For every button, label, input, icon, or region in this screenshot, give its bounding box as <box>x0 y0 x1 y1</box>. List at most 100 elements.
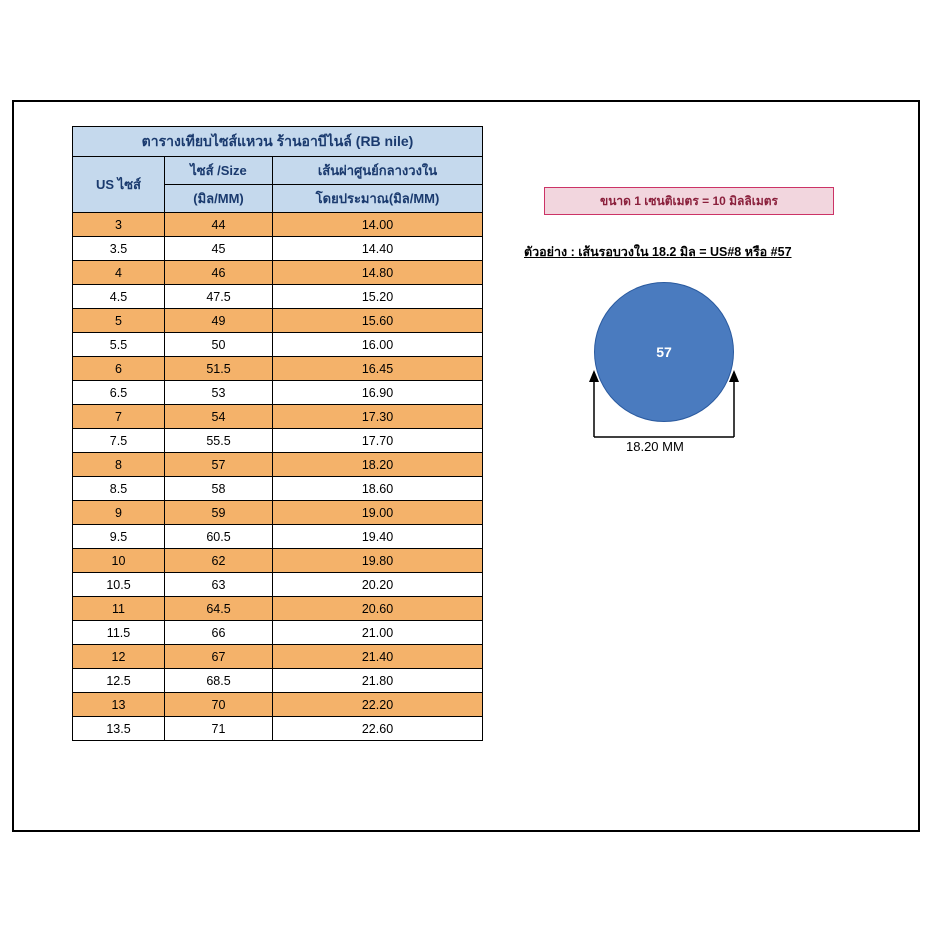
table-row: 54915.60 <box>73 309 483 333</box>
table-cell-us: 11 <box>73 597 165 621</box>
table-cell-diam: 17.70 <box>273 429 483 453</box>
table-cell-diam: 22.20 <box>273 693 483 717</box>
table-cell-size: 68.5 <box>165 669 273 693</box>
table-cell-us: 6.5 <box>73 381 165 405</box>
table-cell-size: 58 <box>165 477 273 501</box>
table-cell-us: 9 <box>73 501 165 525</box>
table-row: 85718.20 <box>73 453 483 477</box>
table-cell-diam: 14.80 <box>273 261 483 285</box>
content-wrap: ตารางเทียบไซส์แหวน ร้านอาบีไนล์ (RB nile… <box>14 102 918 830</box>
table-row: 6.55316.90 <box>73 381 483 405</box>
table-row: 10.56320.20 <box>73 573 483 597</box>
table-cell-size: 54 <box>165 405 273 429</box>
table-row: 44614.80 <box>73 261 483 285</box>
col-header-size-bot: (มิล/MM) <box>165 185 273 213</box>
table-cell-diam: 19.40 <box>273 525 483 549</box>
table-row: 75417.30 <box>73 405 483 429</box>
table-cell-us: 9.5 <box>73 525 165 549</box>
table-cell-diam: 22.60 <box>273 717 483 741</box>
table-cell-us: 4.5 <box>73 285 165 309</box>
table-row: 11.56621.00 <box>73 621 483 645</box>
table-cell-us: 12 <box>73 645 165 669</box>
ring-size-table: ตารางเทียบไซส์แหวน ร้านอาบีไนล์ (RB nile… <box>72 126 483 741</box>
table-row: 651.516.45 <box>73 357 483 381</box>
table-cell-diam: 21.40 <box>273 645 483 669</box>
table-cell-us: 8 <box>73 453 165 477</box>
table-cell-diam: 21.80 <box>273 669 483 693</box>
table-cell-diam: 17.30 <box>273 405 483 429</box>
dimension-label: 18.20 MM <box>626 439 684 454</box>
table-cell-size: 53 <box>165 381 273 405</box>
col-header-diam-bot: โดยประมาณ(มิล/MM) <box>273 185 483 213</box>
table-cell-size: 57 <box>165 453 273 477</box>
table-cell-size: 62 <box>165 549 273 573</box>
table-cell-us: 5 <box>73 309 165 333</box>
table-cell-diam: 16.00 <box>273 333 483 357</box>
table-cell-diam: 19.00 <box>273 501 483 525</box>
table-cell-us: 10 <box>73 549 165 573</box>
table-row: 4.547.515.20 <box>73 285 483 309</box>
table-row: 106219.80 <box>73 549 483 573</box>
table-cell-us: 6 <box>73 357 165 381</box>
table-cell-us: 5.5 <box>73 333 165 357</box>
table-cell-diam: 16.90 <box>273 381 483 405</box>
table-cell-size: 51.5 <box>165 357 273 381</box>
table-cell-diam: 20.60 <box>273 597 483 621</box>
table-cell-us: 3 <box>73 213 165 237</box>
table-cell-size: 71 <box>165 717 273 741</box>
col-header-diam-top: เส้นผ่าศูนย์กลางวงใน <box>273 157 483 185</box>
table-row: 126721.40 <box>73 645 483 669</box>
table-cell-diam: 15.20 <box>273 285 483 309</box>
table-cell-us: 12.5 <box>73 669 165 693</box>
table-cell-size: 44 <box>165 213 273 237</box>
table-row: 7.555.517.70 <box>73 429 483 453</box>
table-row: 1164.520.60 <box>73 597 483 621</box>
ring-diagram: 57 18.20 MM <box>564 282 764 482</box>
table-cell-size: 49 <box>165 309 273 333</box>
table-cell-size: 50 <box>165 333 273 357</box>
page-frame: ตารางเทียบไซส์แหวน ร้านอาบีไนล์ (RB nile… <box>12 100 920 832</box>
table-cell-diam: 16.45 <box>273 357 483 381</box>
table-cell-us: 11.5 <box>73 621 165 645</box>
table-cell-us: 7.5 <box>73 429 165 453</box>
table-cell-diam: 15.60 <box>273 309 483 333</box>
table-cell-size: 45 <box>165 237 273 261</box>
unit-note-text: ขนาด 1 เซนติเมตร = 10 มิลลิเมตร <box>600 192 778 211</box>
table-cell-diam: 21.00 <box>273 621 483 645</box>
table-cell-size: 66 <box>165 621 273 645</box>
table-cell-us: 3.5 <box>73 237 165 261</box>
table-row: 5.55016.00 <box>73 333 483 357</box>
table-cell-size: 67 <box>165 645 273 669</box>
table-row: 8.55818.60 <box>73 477 483 501</box>
table-cell-us: 13.5 <box>73 717 165 741</box>
table-row: 95919.00 <box>73 501 483 525</box>
table-cell-size: 55.5 <box>165 429 273 453</box>
col-header-size-top: ไซส์ /Size <box>165 157 273 185</box>
table-cell-us: 8.5 <box>73 477 165 501</box>
table-row: 12.568.521.80 <box>73 669 483 693</box>
table-cell-size: 46 <box>165 261 273 285</box>
table-cell-diam: 14.00 <box>273 213 483 237</box>
table-cell-size: 47.5 <box>165 285 273 309</box>
table-cell-size: 70 <box>165 693 273 717</box>
table-cell-size: 60.5 <box>165 525 273 549</box>
table-row: 3.54514.40 <box>73 237 483 261</box>
table-cell-us: 10.5 <box>73 573 165 597</box>
table-row: 13.57122.60 <box>73 717 483 741</box>
table-cell-us: 7 <box>73 405 165 429</box>
table-cell-us: 4 <box>73 261 165 285</box>
col-header-us: US ไซส์ <box>73 157 165 213</box>
table-cell-size: 63 <box>165 573 273 597</box>
table-cell-diam: 19.80 <box>273 549 483 573</box>
table-cell-diam: 14.40 <box>273 237 483 261</box>
table-cell-size: 64.5 <box>165 597 273 621</box>
table-row: 34414.00 <box>73 213 483 237</box>
table-body: 34414.003.54514.4044614.804.547.515.2054… <box>73 213 483 741</box>
table-cell-diam: 18.60 <box>273 477 483 501</box>
table-row: 137022.20 <box>73 693 483 717</box>
table-cell-us: 13 <box>73 693 165 717</box>
table-title: ตารางเทียบไซส์แหวน ร้านอาบีไนล์ (RB nile… <box>73 127 483 157</box>
unit-note-box: ขนาด 1 เซนติเมตร = 10 มิลลิเมตร <box>544 187 834 215</box>
table-row: 9.560.519.40 <box>73 525 483 549</box>
table-cell-diam: 20.20 <box>273 573 483 597</box>
